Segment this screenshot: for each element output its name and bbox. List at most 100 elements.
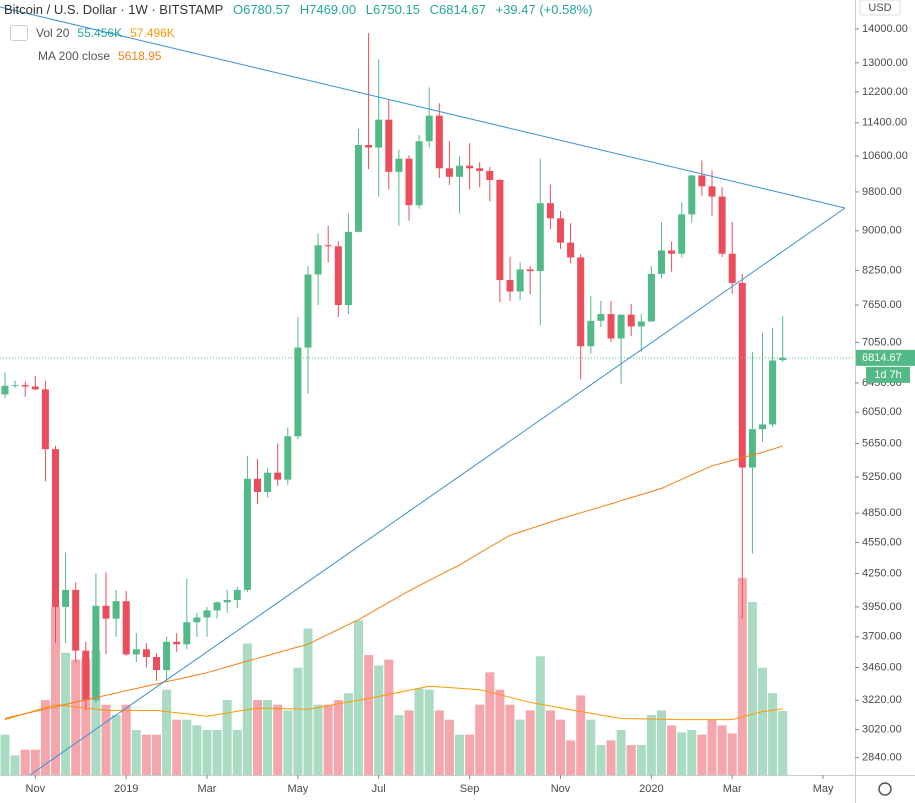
x-tick-label: Mar	[198, 783, 217, 795]
volume-bar	[283, 710, 293, 775]
candle-body	[294, 347, 302, 437]
volume-bar	[394, 715, 404, 775]
volume-bar	[323, 704, 333, 775]
candle-body	[193, 617, 201, 623]
candle-body	[425, 115, 433, 142]
volume-bar	[121, 704, 131, 775]
candle-body	[92, 605, 100, 701]
volume-bar	[677, 732, 687, 775]
y-tick-label: 2840.00	[862, 752, 902, 764]
y-tick-label: 9800.00	[862, 186, 902, 198]
volume-bar	[30, 749, 40, 775]
last-price-label: 6814.67	[862, 352, 902, 364]
candle-body	[456, 165, 463, 177]
settings-icon[interactable]	[878, 782, 892, 796]
volume-bar	[636, 745, 646, 775]
candle-body	[41, 389, 49, 450]
volume-bar	[778, 711, 788, 775]
candle-body	[688, 175, 696, 215]
y-tick-label: 7650.00	[862, 299, 902, 311]
candle-body	[334, 246, 342, 306]
countdown-box	[866, 366, 910, 383]
ohlc-low: L6750.15	[365, 2, 420, 17]
candle-body	[102, 605, 110, 619]
volume-bar	[162, 689, 172, 775]
candle-body	[163, 641, 171, 671]
candle-layer	[1, 32, 787, 719]
volume-bar	[485, 672, 495, 775]
x-tick-label: Nov	[551, 783, 571, 795]
volume-bar	[253, 700, 262, 775]
volume-bar	[10, 755, 20, 775]
volume-bar	[556, 719, 565, 775]
legend-value: 5618.95	[118, 49, 162, 63]
candle-body	[52, 449, 59, 607]
candle-body	[445, 168, 453, 177]
volume-bar	[576, 695, 586, 775]
volume-bar	[222, 700, 232, 775]
volume-bar	[444, 719, 454, 775]
volume-bar	[717, 725, 727, 775]
volume-bar	[566, 740, 576, 775]
collapse-button[interactable]	[10, 25, 28, 41]
y-tick-label: 6050.00	[862, 406, 902, 418]
y-tick-label: 12200.00	[862, 86, 908, 98]
candle-body	[183, 622, 191, 645]
candle-body	[617, 314, 625, 339]
y-tick-label: 7050.00	[862, 336, 902, 348]
volume-bar	[81, 658, 91, 775]
legend-name: MA 200 close	[38, 49, 111, 63]
volume-bar	[667, 725, 677, 775]
candle-body	[658, 250, 665, 274]
y-tick-label: 3700.00	[862, 631, 902, 643]
volume-bar	[273, 704, 283, 775]
x-tick-label: May	[288, 783, 309, 795]
candle-body	[728, 253, 736, 283]
candle-body	[72, 589, 80, 651]
ohlc-open: O6780.57	[232, 2, 291, 17]
candle-body	[496, 179, 504, 281]
candle-body	[546, 203, 554, 219]
y-tick-label: 10600.00	[862, 150, 908, 162]
legend-value: 55.456K	[77, 26, 123, 40]
volume-bar	[0, 734, 10, 775]
y-tick-label: 4850.00	[862, 507, 902, 519]
candle-body	[395, 158, 403, 172]
volume-bar	[465, 734, 475, 775]
volume-bar	[333, 700, 343, 775]
header: Bitcoin / U.S. Dollar · 1W · BITSTAMP O6…	[4, 2, 598, 17]
candle-body	[233, 589, 241, 601]
volume-bar	[152, 734, 161, 775]
candle-body	[759, 424, 766, 430]
volume-bar	[263, 700, 273, 775]
candle-body	[284, 436, 292, 480]
volume-bar	[354, 620, 363, 775]
y-tick-label: 14000.00	[862, 23, 908, 35]
candle-body	[476, 168, 484, 171]
volume-bar	[616, 730, 626, 775]
volume-bar	[606, 740, 616, 775]
candle-body	[668, 250, 676, 254]
volume-bar	[727, 733, 737, 775]
volume-bar	[141, 734, 151, 775]
candle-body	[213, 602, 221, 611]
volume-bar	[232, 730, 242, 775]
candle-body	[314, 245, 322, 275]
y-tick-label: 8250.00	[862, 264, 902, 276]
volume-bar	[455, 734, 464, 775]
ohlc-close: C6814.67	[429, 2, 486, 17]
candle-body	[516, 269, 524, 292]
volume-bar	[697, 734, 707, 775]
volume-bar	[758, 667, 767, 775]
legend-volume: Vol 20 55.456K 57.496K	[10, 25, 183, 41]
trend-line	[29, 207, 846, 776]
volume-bar	[596, 745, 606, 775]
legend-value: 57.496K	[130, 26, 175, 40]
x-tick-label: Nov	[26, 783, 46, 795]
candle-body	[274, 472, 282, 480]
volume-bar	[626, 745, 636, 775]
y-tick-label: 5250.00	[862, 471, 902, 483]
volume-bar	[586, 719, 596, 775]
volume-bar	[646, 715, 656, 775]
volume-bar	[434, 710, 444, 775]
